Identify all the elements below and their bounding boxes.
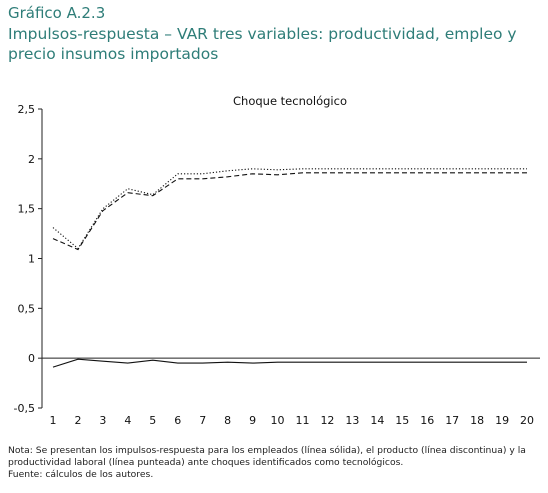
series-line-solid — [52, 358, 527, 368]
x-tick-label: 11 — [296, 414, 310, 427]
x-tick-label: 20 — [520, 414, 534, 427]
series-line-dashed — [52, 172, 527, 251]
y-tick-label: 0,5 — [18, 302, 36, 315]
y-tick-label: 1 — [28, 253, 35, 266]
x-tick-label: 17 — [445, 414, 459, 427]
chart-title: Choque tecnológico — [233, 94, 347, 108]
figure-notes: Nota: Se presentan los impulsos-respuest… — [8, 445, 544, 481]
figure-label: Gráfico A.2.3 — [8, 4, 106, 22]
x-tick-label: 10 — [271, 414, 285, 427]
note-line-1: Nota: Se presentan los impulsos-respuest… — [8, 445, 526, 456]
x-tick-label: 14 — [370, 414, 384, 427]
x-tick-label: 19 — [495, 414, 509, 427]
x-tick-label: 3 — [99, 414, 106, 427]
x-tick-label: 1 — [50, 414, 57, 427]
y-ticks: -0,5 0 0,5 1 1,5 2 2,5 — [14, 103, 42, 415]
y-tick-label: 1,5 — [18, 203, 36, 216]
x-tick-label: 18 — [470, 414, 484, 427]
x-tick-label: 4 — [124, 414, 131, 427]
y-tick-label: 0 — [28, 352, 35, 365]
x-tick-label: 5 — [149, 414, 156, 427]
x-tick-label: 15 — [395, 414, 409, 427]
x-tick-label: 7 — [199, 414, 206, 427]
y-tick-label: 2 — [28, 153, 35, 166]
series-lines — [52, 168, 527, 368]
note-source: Fuente: cálculos de los autores. — [8, 469, 154, 480]
series-line-dotted — [52, 168, 527, 250]
x-tick-label: 9 — [249, 414, 256, 427]
note-line-2: productividad laboral (línea punteada) a… — [8, 457, 404, 468]
y-tick-label: 2,5 — [18, 103, 36, 116]
y-tick-label: -0,5 — [14, 402, 35, 415]
figure-title: Impulsos-respuesta – VAR tres variables:… — [8, 25, 517, 63]
x-tick-label: 2 — [74, 414, 81, 427]
x-tick-label: 13 — [345, 414, 359, 427]
x-tick-label: 6 — [174, 414, 181, 427]
x-tick-label: 8 — [224, 414, 231, 427]
x-tick-label: 16 — [420, 414, 434, 427]
x-tick-label: 12 — [320, 414, 334, 427]
x-ticks: 1 2 3 4 5 6 7 8 9 10 11 12 13 14 15 16 17 18 19 20 — [50, 414, 535, 427]
axes — [41, 109, 540, 408]
